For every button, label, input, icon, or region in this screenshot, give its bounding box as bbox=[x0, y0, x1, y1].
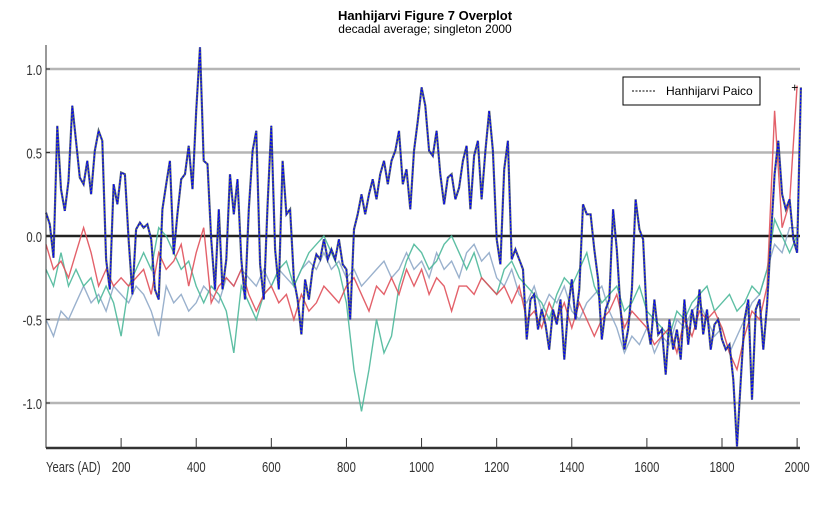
legend-box bbox=[622, 76, 761, 106]
gridlines bbox=[46, 67, 800, 405]
x-tick-label: 2000 bbox=[785, 458, 810, 475]
y-tick-label: 0.0 bbox=[26, 228, 42, 245]
x-tick-label: 400 bbox=[187, 458, 206, 475]
y-tick-label: -0.5 bbox=[23, 312, 42, 329]
singleton-2000-marker: + bbox=[791, 80, 798, 94]
x-tick-label: 800 bbox=[337, 458, 356, 475]
x-tick-label: 600 bbox=[262, 458, 281, 475]
y-tick-label: -1.0 bbox=[23, 395, 42, 412]
series-line-hanhijarvi-paico bbox=[45, 47, 802, 447]
series-line-shadow bbox=[44, 47, 802, 447]
y-tick-label: 0.5 bbox=[26, 145, 42, 162]
axes: 1.0 0.5 0.0 -0.5 -1.0 200 400 600 800 1000 1200 140… bbox=[23, 45, 810, 475]
x-tick-label: 1200 bbox=[484, 458, 509, 475]
x-tick-label: 1000 bbox=[409, 458, 434, 475]
x-tick-label: 200 bbox=[112, 458, 131, 475]
series-line bbox=[45, 216, 798, 412]
x-tick-label: 1400 bbox=[559, 458, 584, 475]
legend: Hanhijarvi Paico bbox=[622, 76, 761, 106]
x-axis-label: Years (AD) bbox=[46, 458, 101, 475]
x-tick-label: 1800 bbox=[709, 458, 734, 475]
x-tick-label: 1600 bbox=[634, 458, 659, 475]
chart-title: Hanhijarvi Figure 7 Overplot bbox=[338, 8, 513, 23]
chart-subtitle: decadal average; singleton 2000 bbox=[338, 22, 512, 36]
legend-label: Hanhijarvi Paico bbox=[666, 84, 753, 98]
y-tick-label: 1.0 bbox=[26, 61, 42, 78]
series-lines: + bbox=[44, 47, 802, 447]
